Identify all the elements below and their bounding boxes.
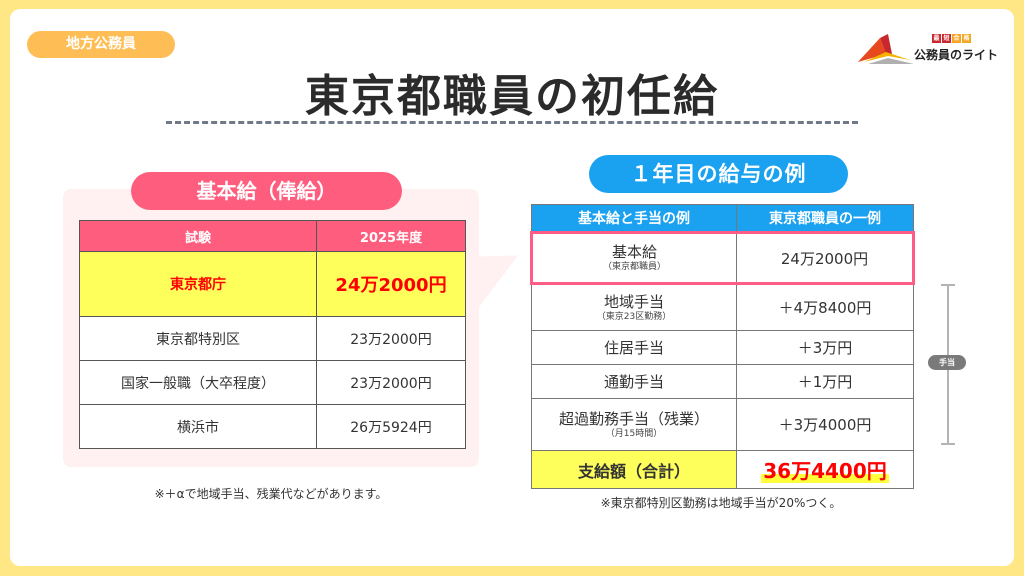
table-row: 横浜市 26万5924円 [79,404,466,449]
item-cell: 超過勤務手当（残業） （月15時間） [531,398,737,451]
exam-cell: 横浜市 [79,404,317,449]
table-row: 通勤手当 ＋1万円 [531,364,914,399]
exam-cell: 国家一般職（大卒程度） [79,360,317,405]
column-header-exam: 試験 [79,220,317,252]
mountain-logo-icon [858,34,914,64]
brand-logo: 最 短 合 格 公務員のライト [858,32,998,68]
item-cell: 地域手当 （東京23区勤務） [531,283,737,331]
item-cell: 通勤手当 [531,364,737,399]
table-header-row: 試験 2025年度 [79,220,466,252]
table-row-highlighted: 東京都庁 24万2000円 [79,251,466,317]
table-row: 超過勤務手当（残業） （月15時間） ＋3万4000円 [531,398,914,451]
base-salary-heading: 基本給（俸給） [131,172,402,210]
category-badge: 地方公務員 [27,31,175,58]
amount-cell: 23万2000円 [316,360,466,405]
item-cell: 基本給 （東京都職員） [530,231,737,285]
column-header-item: 基本給と手当の例 [531,204,737,233]
total-amount: 36万4400円 [761,459,889,483]
amount-cell: 24万2000円 [316,251,466,317]
item-label: 住居手当 [603,338,664,357]
logo-badge: 格 [962,34,971,43]
amount-cell: ＋1万円 [736,364,914,399]
table-row: 東京都特別区 23万2000円 [79,316,466,361]
exam-cell: 東京都庁 [79,251,317,317]
amount-cell: 24万2000円 [736,231,915,285]
allowance-tag: 手当 [928,355,966,370]
table-header-row: 基本給と手当の例 東京都職員の一例 [531,204,914,233]
item-cell: 住居手当 [531,330,737,365]
first-year-note: ※東京都特別区勤務は地域手当が20%つく。 [600,496,842,510]
column-header-example: 東京都職員の一例 [736,204,914,233]
item-label: 超過勤務手当（残業） [558,409,709,428]
item-label: 通勤手当 [603,372,664,391]
item-sublabel: （東京23区勤務） [596,311,672,322]
logo-badge: 最 [932,34,941,43]
item-sublabel: （月15時間） [605,428,663,439]
amount-cell: ＋4万8400円 [736,283,914,331]
amount-cell: ＋3万円 [736,330,914,365]
logo-badge: 短 [942,34,951,43]
table-row: 国家一般職（大卒程度） 23万2000円 [79,360,466,405]
table-row-base-salary: 基本給 （東京都職員） 24万2000円 [530,231,915,285]
first-year-heading: １年目の給与の例 [589,155,848,193]
table-row: 住居手当 ＋3万円 [531,330,914,365]
item-label: 地域手当 [603,292,664,311]
amount-cell: 23万2000円 [316,316,466,361]
base-salary-table: 試験 2025年度 東京都庁 24万2000円 東京都特別区 23万2000円 … [79,220,466,449]
page-title: 東京都職員の初任給 [305,71,719,122]
item-label: 基本給 [611,243,657,261]
logo-badge: 合 [952,34,961,43]
total-label: 支給額（合計） [531,450,737,489]
total-amount-cell: 36万4400円 [736,450,914,489]
table-row: 地域手当 （東京23区勤務） ＋4万8400円 [531,283,914,331]
title-divider [166,121,858,124]
logo-badges: 最 短 合 格 [932,34,971,43]
amount-cell: 26万5924円 [316,404,466,449]
exam-cell: 東京都特別区 [79,316,317,361]
logo-brand-text: 公務員のライト [914,48,999,62]
first-year-pay-table: 基本給と手当の例 東京都職員の一例 基本給 （東京都職員） 24万2000円 地… [530,204,915,489]
table-row-total: 支給額（合計） 36万4400円 [531,450,914,489]
amount-cell: ＋3万4000円 [736,398,914,451]
base-salary-note: ※＋αで地域手当、残業代などがあります。 [154,487,388,501]
item-sublabel: （東京都職員） [602,262,666,272]
column-header-year: 2025年度 [316,220,466,252]
